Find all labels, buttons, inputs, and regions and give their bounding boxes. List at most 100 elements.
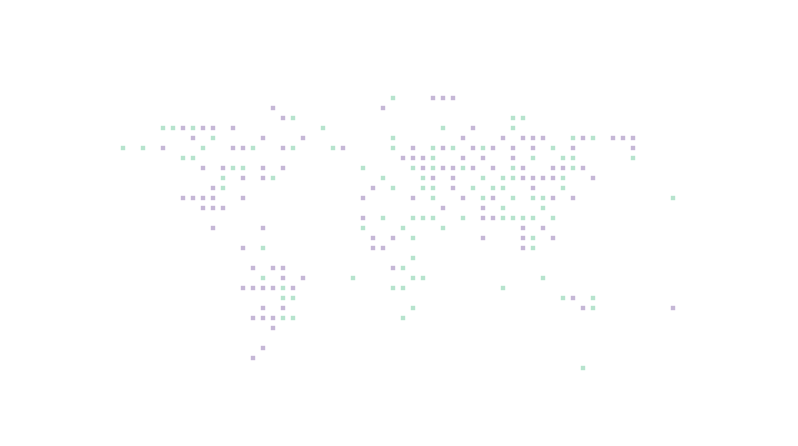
map-dot: [530, 195, 536, 201]
map-dot: [340, 145, 346, 151]
map-dot: [200, 165, 206, 171]
map-dot: [400, 265, 406, 271]
map-dot: [230, 145, 236, 151]
map-dot: [380, 175, 386, 181]
map-dot: [290, 145, 296, 151]
map-dot: [570, 155, 576, 161]
map-dot: [550, 235, 556, 241]
map-dot: [420, 185, 426, 191]
map-dot: [440, 225, 446, 231]
map-dot: [550, 165, 556, 171]
map-dot: [210, 135, 216, 141]
map-dot: [270, 175, 276, 181]
map-dot: [140, 145, 146, 151]
map-dot: [260, 345, 266, 351]
map-dot: [300, 275, 306, 281]
map-dot: [260, 135, 266, 141]
map-dot: [570, 165, 576, 171]
map-dot: [480, 195, 486, 201]
map-dot: [590, 295, 596, 301]
map-dot: [530, 145, 536, 151]
map-dot: [420, 275, 426, 281]
map-dot: [480, 155, 486, 161]
map-dot: [210, 225, 216, 231]
map-dot: [280, 315, 286, 321]
map-dot: [200, 125, 206, 131]
map-dot: [530, 185, 536, 191]
map-dot: [250, 145, 256, 151]
map-dot: [530, 155, 536, 161]
map-dot: [520, 245, 526, 251]
map-dot: [430, 155, 436, 161]
map-dot: [200, 195, 206, 201]
map-dot: [470, 125, 476, 131]
map-dot: [570, 295, 576, 301]
map-dot: [510, 155, 516, 161]
map-dot: [420, 175, 426, 181]
map-dot: [510, 175, 516, 181]
map-dot: [450, 185, 456, 191]
map-dot: [580, 135, 586, 141]
map-dot: [270, 265, 276, 271]
map-dot: [530, 135, 536, 141]
map-dot: [630, 135, 636, 141]
map-dot: [500, 175, 506, 181]
map-dot: [520, 165, 526, 171]
map-dot: [540, 275, 546, 281]
map-dot: [490, 195, 496, 201]
map-dot: [190, 195, 196, 201]
map-dot: [190, 155, 196, 161]
map-dot: [520, 135, 526, 141]
map-dot: [390, 265, 396, 271]
map-dot: [670, 305, 676, 311]
map-dot: [480, 205, 486, 211]
map-dot: [280, 115, 286, 121]
map-dot: [420, 165, 426, 171]
map-dot: [510, 195, 516, 201]
map-dot: [500, 285, 506, 291]
map-dot: [590, 135, 596, 141]
map-dot: [520, 215, 526, 221]
map-dot: [180, 155, 186, 161]
map-dot: [360, 165, 366, 171]
map-dot: [410, 215, 416, 221]
map-dot: [280, 295, 286, 301]
map-dot: [410, 275, 416, 281]
map-dot: [490, 215, 496, 221]
map-dot: [260, 285, 266, 291]
map-dot: [620, 135, 626, 141]
map-dot: [430, 95, 436, 101]
map-dot: [440, 145, 446, 151]
map-dot: [430, 165, 436, 171]
map-dot: [290, 295, 296, 301]
map-dot: [260, 245, 266, 251]
map-dot: [220, 185, 226, 191]
map-dot: [570, 195, 576, 201]
map-dot: [510, 115, 516, 121]
map-dot: [490, 165, 496, 171]
map-dot: [510, 145, 516, 151]
map-dot: [430, 195, 436, 201]
map-dot: [380, 105, 386, 111]
map-dot: [510, 125, 516, 131]
map-dot: [460, 195, 466, 201]
map-dot: [410, 195, 416, 201]
map-dot: [500, 185, 506, 191]
map-dot: [270, 285, 276, 291]
map-dot: [570, 145, 576, 151]
map-dot: [400, 155, 406, 161]
map-dot: [210, 195, 216, 201]
map-dot: [510, 215, 516, 221]
map-dot: [450, 165, 456, 171]
map-dot: [290, 115, 296, 121]
map-dot: [220, 175, 226, 181]
map-dot: [510, 165, 516, 171]
map-dot: [540, 225, 546, 231]
map-dot: [300, 135, 306, 141]
map-dot: [460, 215, 466, 221]
map-dot: [530, 235, 536, 241]
map-dot: [460, 165, 466, 171]
map-dot: [260, 175, 266, 181]
map-dot: [490, 145, 496, 151]
